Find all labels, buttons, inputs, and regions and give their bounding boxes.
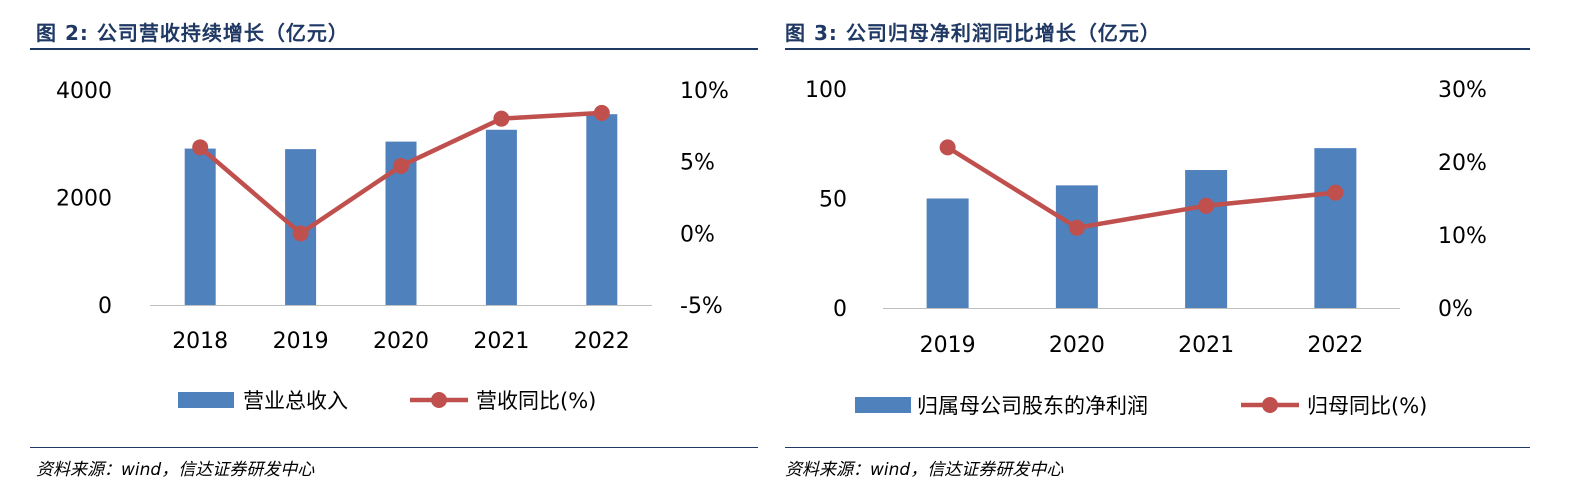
title-divider [30, 48, 758, 50]
y-right-tick-label: 10% [680, 79, 729, 104]
bar [1185, 170, 1228, 308]
legend-bar-swatch [855, 397, 911, 413]
source-divider [30, 447, 758, 448]
line-point [593, 104, 610, 121]
line-point [493, 110, 510, 127]
source-divider [785, 447, 1530, 448]
chart-title: 图 3: 公司归母净利润同比增长（亿元） [785, 21, 1161, 45]
y-right-tick-label: 30% [1438, 78, 1487, 103]
line-point [393, 157, 409, 174]
legend-bar-label: 营业总收入 [243, 389, 348, 413]
source-note: 资料来源：wind，信达证券研发中心 [36, 460, 315, 480]
chart-title: 图 2: 公司营收持续增长（亿元） [36, 21, 349, 45]
legend-line-marker [431, 392, 447, 408]
x-tick-label: 2021 [1178, 333, 1234, 358]
line-point [1327, 184, 1344, 201]
line-series [946, 145, 1336, 230]
title-divider [785, 48, 1530, 50]
y-right-tick-label: 20% [1438, 151, 1487, 176]
bar [485, 129, 517, 305]
bar [1055, 185, 1098, 308]
bar [1314, 148, 1357, 308]
line-point [1198, 197, 1215, 214]
chart-panel-left: 图 2: 公司营收持续增长（亿元） 4000 2000 0 10% 5% 0% -5% 201… [0, 0, 760, 501]
legend-bar-label: 归属母公司股东的净利润 [917, 394, 1148, 418]
legend-bar-swatch [178, 392, 234, 408]
revenue-chart: 4000 2000 0 10% 5% 0% -5% 2018 2019 2020 2021 2022 营… [56, 79, 729, 413]
y-left-tick-label: 0 [98, 294, 112, 319]
y-right-tick-label: 0% [1438, 297, 1473, 322]
y-left-tick-label: 2000 [56, 187, 112, 212]
x-tick-label: 2022 [574, 329, 630, 354]
y-right-tick-label: 0% [680, 222, 715, 247]
x-tick-label: 2020 [1049, 333, 1105, 358]
legend-line-marker [1262, 397, 1278, 413]
x-tick-label: 2019 [273, 329, 329, 354]
legend-line-label: 归母同比(%) [1307, 394, 1427, 418]
y-left-tick-label: 100 [805, 78, 847, 103]
y-right-tick-label: -5% [680, 294, 723, 319]
y-left-tick-label: 4000 [56, 79, 112, 104]
net-profit-chart: 100 50 0 30% 20% 10% 0% 2019 2020 2021 2022 归属母公司股东… [805, 78, 1487, 418]
bar [586, 114, 618, 305]
y-right-tick-label: 5% [680, 151, 715, 176]
x-tick-label: 2022 [1307, 333, 1363, 358]
legend-line-label: 营收同比(%) [476, 389, 596, 413]
y-left-tick-label: 50 [819, 188, 847, 213]
x-tick-label: 2021 [473, 329, 529, 354]
source-note: 资料来源：wind，信达证券研发中心 [785, 460, 1064, 480]
y-right-tick-label: 10% [1438, 224, 1487, 249]
line-point [939, 139, 956, 156]
x-tick-label: 2020 [373, 329, 429, 354]
x-tick-label: 2019 [920, 333, 976, 358]
line-point [192, 139, 209, 156]
x-tick-label: 2018 [172, 329, 228, 354]
bar [926, 198, 969, 308]
bar [184, 148, 216, 305]
chart-panel-right: 图 3: 公司归母净利润同比增长（亿元） 100 50 0 30% 20% 10% 0% 20… [785, 0, 1583, 501]
y-left-tick-label: 0 [833, 297, 847, 322]
line-point [1068, 219, 1085, 236]
line-point [292, 225, 309, 242]
